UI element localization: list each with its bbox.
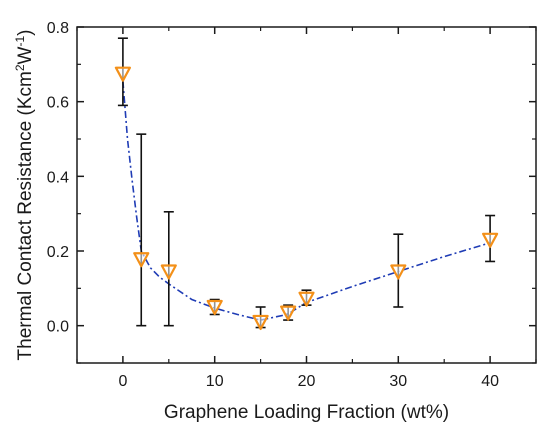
x-tick-label: 10 [206, 373, 224, 390]
data-point [133, 252, 150, 268]
error-bars [117, 37, 496, 329]
data-point [482, 232, 499, 248]
fit-line-group [122, 81, 491, 321]
y-axis-ticks: 0.0 0.2 0.4 0.6 0.8 [47, 20, 536, 364]
data-point [114, 66, 131, 82]
y-tick-label: 0.6 [47, 95, 69, 112]
y-tick-label: 0.8 [47, 20, 69, 37]
y-tick-label: 0.0 [47, 319, 69, 336]
data-point [390, 264, 407, 280]
y-tick-label: 0.4 [47, 169, 69, 186]
plot-frame [76, 26, 537, 364]
y-title-text: ) [15, 30, 36, 36]
data-point [280, 305, 297, 321]
data-point [206, 299, 223, 316]
x-tick-label: 30 [389, 373, 407, 390]
data-point [252, 314, 269, 331]
x-tick-label: 0 [118, 373, 127, 390]
y-axis-title: Thermal Contact Resistance (Kcm2W-1) [13, 30, 36, 361]
x-axis-title: Graphene Loading Fraction (wt%) [164, 402, 449, 423]
x-tick-label: 40 [481, 373, 499, 390]
data-point [298, 291, 315, 307]
fit-line [122, 81, 491, 321]
x-axis-ticks: 0 10 20 30 40 [76, 27, 537, 390]
y-title-text: W [15, 46, 36, 64]
y-title-text: Thermal Contact Resistance (Kcm [15, 71, 36, 360]
data-points [114, 66, 499, 331]
y-title-superscript: 2 [13, 64, 27, 71]
y-title-superscript: -1 [13, 36, 27, 47]
data-point [160, 264, 177, 280]
x-tick-label: 20 [298, 373, 316, 390]
y-tick-label: 0.2 [47, 244, 69, 261]
